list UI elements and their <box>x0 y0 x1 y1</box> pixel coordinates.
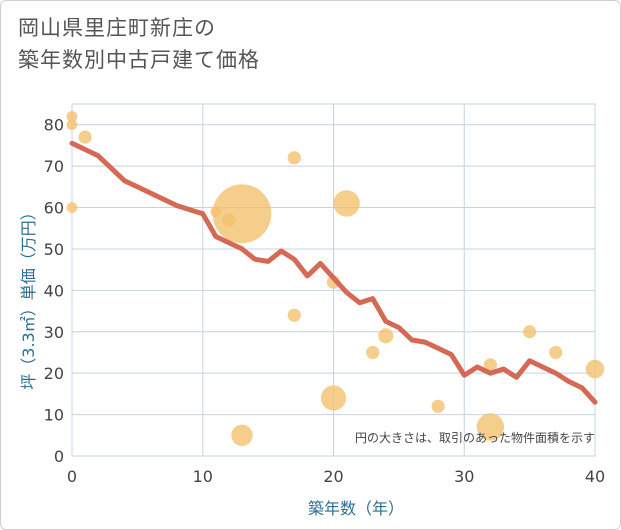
bubble <box>78 130 92 144</box>
size-note: 円の大きさは、取引のあった物件面積を示す <box>355 430 595 445</box>
bubble <box>549 345 563 360</box>
x-tick-label: 10 <box>193 467 213 486</box>
x-tick-label: 40 <box>585 467 605 486</box>
y-tick-label: 30 <box>44 323 64 342</box>
x-tick-label: 30 <box>454 467 474 486</box>
bubble <box>66 202 78 213</box>
bubble <box>523 325 537 339</box>
y-tick-label: 80 <box>44 116 64 135</box>
bubble <box>287 308 301 322</box>
grid <box>71 103 596 457</box>
bubble <box>366 345 380 360</box>
x-tick-label: 0 <box>67 467 77 486</box>
tick-labels: 0 10 20 30 40 0 10 20 30 40 50 60 70 80 <box>44 116 606 486</box>
title-line-1: 岡山県里庄町新庄の <box>18 16 216 40</box>
bubble <box>585 359 605 379</box>
y-tick-label: 40 <box>44 281 64 300</box>
x-tick-label: 20 <box>323 467 343 486</box>
bubble <box>287 151 301 165</box>
y-tick-label: 20 <box>44 364 64 383</box>
y-axis-label: 坪（3.3㎡）単価（万円） <box>19 204 38 389</box>
bubble <box>66 119 78 131</box>
y-tick-label: 10 <box>44 406 64 425</box>
bubble <box>66 111 78 122</box>
bubble <box>333 190 360 217</box>
bubble <box>212 184 272 244</box>
bubble <box>483 358 497 372</box>
bubble <box>378 328 394 344</box>
bubbles <box>66 111 605 446</box>
y-tick-label: 0 <box>54 447 64 466</box>
y-tick-label: 50 <box>44 240 64 259</box>
bubble <box>476 413 505 441</box>
y-tick-label: 70 <box>44 157 64 176</box>
bubble <box>231 424 253 446</box>
bubble <box>431 399 445 413</box>
bubble <box>320 385 347 411</box>
x-axis-label: 築年数（年） <box>308 499 404 518</box>
title-line-2: 築年数別中古戸建て価格 <box>18 48 260 72</box>
chart-title: 岡山県里庄町新庄の 築年数別中古戸建て価格 <box>18 12 260 76</box>
y-tick-label: 60 <box>44 199 64 218</box>
trend-line <box>69 140 598 405</box>
